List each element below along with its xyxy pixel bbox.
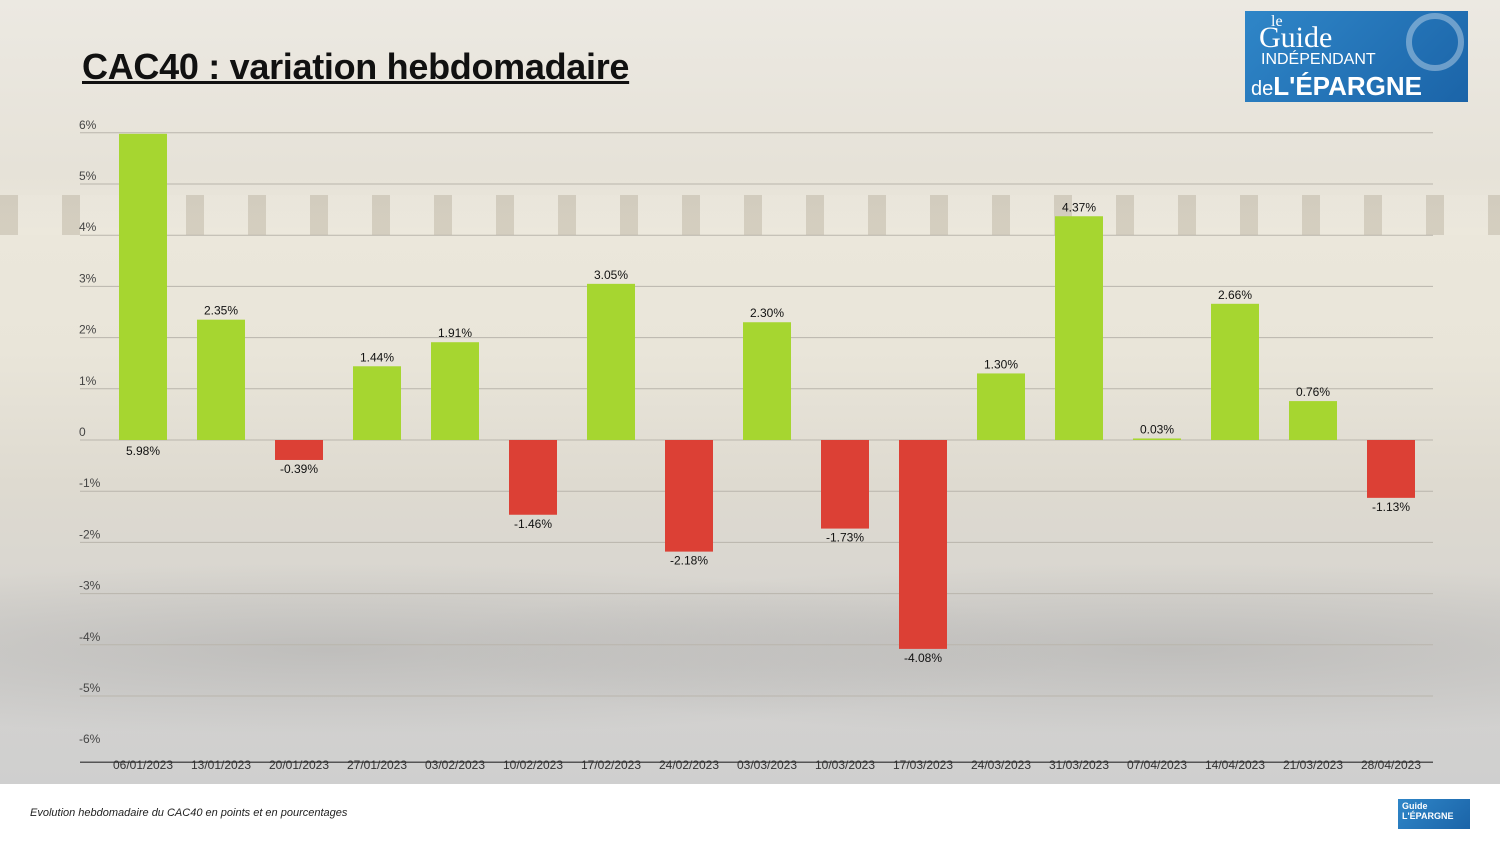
footer-logo-epargne: L'ÉPARGNE [1402,811,1454,821]
data-label: 4.37% [1062,200,1096,214]
y-tick-label: -1% [79,476,101,490]
data-label: 2.30% [750,306,784,320]
data-label: 3.05% [594,268,628,282]
bar-24/03/2023 [977,373,1025,440]
data-label: 1.30% [984,357,1018,371]
x-tick-label: 24/02/2023 [659,758,719,772]
data-label: 2.66% [1218,288,1252,302]
bar-06/01/2023 [119,133,167,440]
data-label: 0.76% [1296,385,1330,399]
y-tick-label: 4% [79,220,97,234]
logo-ring-icon [1406,13,1464,71]
bar-27/01/2023 [353,366,401,440]
x-tick-label: 03/02/2023 [425,758,485,772]
x-tick-label: 31/03/2023 [1049,758,1109,772]
data-label: -2.18% [670,554,708,568]
x-tick-label: 03/03/2023 [737,758,797,772]
x-tick-label: 06/01/2023 [113,758,173,772]
data-labels: 5.98% 2.35% -0.39% 1.44% 1.91% -1.46% 3.05% -2.… [126,200,1410,665]
data-label: -4.08% [904,651,942,665]
x-tick-label: 21/03/2023 [1283,758,1343,772]
bar-03/02/2023 [431,342,479,440]
bar-20/01/2023 [275,440,323,460]
y-tick-label: 6% [79,118,97,132]
bar-14/04/2023 [1211,303,1259,440]
x-tick-label: 17/03/2023 [893,758,953,772]
bar-17/02/2023 [587,283,635,440]
y-tick-label: 2% [79,323,97,337]
footer-logo-guide: Guide [1402,801,1428,811]
x-tick-label: 10/03/2023 [815,758,875,772]
bar-07/04/2023 [1133,438,1181,440]
y-axis-ticks: 6% 5% 4% 3% 2% 1% 0 -1% -2% -3% -4% -5% -6% [79,118,101,746]
bar-03/03/2023 [743,322,791,440]
data-label: 1.44% [360,350,394,364]
bars [119,133,1415,649]
x-tick-label: 13/01/2023 [191,758,251,772]
x-tick-label: 14/04/2023 [1205,758,1265,772]
x-tick-label: 28/04/2023 [1361,758,1421,772]
chart-title: CAC40 : variation hebdomadaire [82,46,630,87]
y-tick-label: -6% [79,732,101,746]
x-tick-label: 27/01/2023 [347,758,407,772]
bar-17/03/2023 [899,440,947,649]
data-label: -1.46% [514,517,552,531]
chart-caption: Evolution hebdomadaire du CAC40 en point… [30,807,348,819]
x-tick-label: 17/02/2023 [581,758,641,772]
y-tick-label: -5% [79,681,101,695]
y-tick-label: -3% [79,579,101,593]
data-label: -1.73% [826,531,864,545]
x-tick-label: 10/02/2023 [503,758,563,772]
x-axis-ticks: 06/01/2023 13/01/2023 20/01/2023 27/01/2023… [113,758,1421,772]
x-tick-label: 24/03/2023 [971,758,1031,772]
guide-epargne-logo: le Guide INDÉPENDANT deL'ÉPARGNE [1245,11,1468,102]
data-label: 2.35% [204,304,238,318]
y-tick-label: 0 [79,425,86,439]
y-tick-label: -2% [79,527,101,541]
data-label: -0.39% [280,462,318,476]
bar-31/03/2023 [1055,216,1103,440]
bar-28/04/2023 [1367,440,1415,498]
y-tick-label: 5% [79,169,97,183]
data-label: 0.03% [1140,422,1174,436]
x-tick-label: 07/04/2023 [1127,758,1187,772]
logo-text-guide: Guide [1259,21,1333,54]
footer-logo: Guide L'ÉPARGNE [1398,799,1470,829]
y-tick-label: 3% [79,271,97,285]
bar-chart: 5.98% 2.35% -0.39% 1.44% 1.91% -1.46% 3.05% -2.… [79,118,1433,772]
y-tick-label: 1% [79,374,97,388]
data-label: -1.13% [1372,500,1410,514]
data-label: 1.91% [438,326,472,340]
x-tick-label: 20/01/2023 [269,758,329,772]
logo-text-independant: INDÉPENDANT [1261,51,1376,68]
data-label: 5.98% [126,444,160,458]
y-tick-label: -4% [79,630,101,644]
logo-text-epargne: deL'ÉPARGNE [1251,71,1422,101]
logo-text-le: le [1271,13,1283,30]
bar-21/03/2023 [1289,401,1337,440]
bar-10/02/2023 [509,440,557,515]
bar-10/03/2023 [821,440,869,529]
bar-24/02/2023 [665,440,713,552]
bar-13/01/2023 [197,319,245,440]
